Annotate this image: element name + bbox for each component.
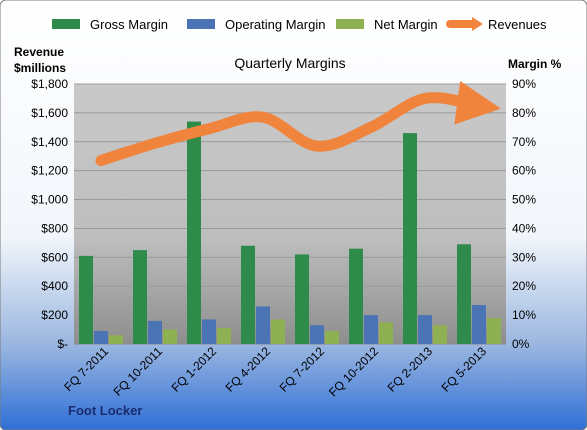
left-axis-ticks: $- $200 $400 $600 $800 $1,000 $1,200 $1,400 $1,6…: [31, 77, 68, 351]
chart-title: Quarterly Margins: [234, 55, 345, 71]
bar-operating-margin: [148, 320, 162, 344]
company-name: Foot Locker: [68, 403, 142, 418]
bars: [79, 121, 501, 344]
legend-swatch: [52, 19, 80, 29]
bar-gross-margin: [349, 248, 363, 344]
bar-gross-margin: [403, 133, 417, 344]
left-tick-label: $600: [41, 250, 68, 264]
bar-operating-margin: [94, 331, 108, 344]
left-tick-label: $400: [41, 279, 68, 293]
right-tick-label: 30%: [512, 250, 536, 264]
bar-operating-margin: [256, 306, 270, 344]
bar-operating-margin: [202, 319, 216, 344]
bar-net-margin: [379, 322, 393, 344]
legend-label: Revenues: [488, 17, 547, 32]
bar-operating-margin: [418, 315, 432, 344]
legend-swatch: [187, 19, 215, 29]
legend-label: Operating Margin: [225, 17, 325, 32]
left-tick-label: $1,800: [31, 77, 68, 91]
bar-operating-margin: [310, 325, 324, 344]
bar-net-margin: [433, 325, 447, 344]
bar-net-margin: [163, 329, 177, 344]
left-tick-label: $-: [57, 337, 68, 351]
bar-net-margin: [109, 335, 123, 344]
left-tick-label: $1,400: [31, 135, 68, 149]
left-tick-label: $800: [41, 221, 68, 235]
right-tick-label: 90%: [512, 77, 536, 91]
left-tick-label: $200: [41, 308, 68, 322]
bar-operating-margin: [472, 305, 486, 344]
bar-gross-margin: [133, 250, 147, 344]
revenue-line-path: [95, 80, 501, 167]
left-axis-label-line2: $millions: [14, 61, 66, 75]
left-tick-label: $1,600: [31, 106, 68, 120]
bar-gross-margin: [79, 255, 93, 344]
bar-net-margin: [271, 319, 285, 344]
legend-arrow: [472, 17, 483, 31]
legend: Gross Margin Operating Margin Net Margin Re…: [52, 17, 547, 32]
right-tick-label: 80%: [512, 106, 536, 120]
bar-gross-margin: [187, 121, 201, 344]
legend-swatch: [336, 19, 364, 29]
legend-label: Net Margin: [374, 17, 438, 32]
revenue-line: [95, 80, 501, 167]
right-tick-label: 10%: [512, 308, 536, 322]
left-axis-label-line1: Revenue: [14, 45, 64, 59]
right-axis-label: Margin %: [508, 57, 562, 71]
bar-gross-margin: [241, 245, 255, 344]
bar-net-margin: [487, 318, 501, 344]
bar-gross-margin: [295, 254, 309, 344]
legend-label: Gross Margin: [90, 17, 168, 32]
right-tick-label: 70%: [512, 135, 536, 149]
bar-net-margin: [325, 331, 339, 344]
bar-gross-margin: [457, 244, 471, 344]
right-tick-label: 20%: [512, 279, 536, 293]
left-tick-label: $1,200: [31, 164, 68, 178]
right-tick-label: 0%: [512, 337, 530, 351]
left-tick-label: $1,000: [31, 193, 68, 207]
right-tick-label: 40%: [512, 221, 536, 235]
right-tick-label: 60%: [512, 164, 536, 178]
bar-net-margin: [217, 328, 231, 344]
right-axis-ticks: 0% 10% 20% 30% 40% 50% 60% 70% 80% 90%: [512, 77, 536, 351]
right-tick-label: 50%: [512, 193, 536, 207]
bar-operating-margin: [364, 315, 378, 344]
